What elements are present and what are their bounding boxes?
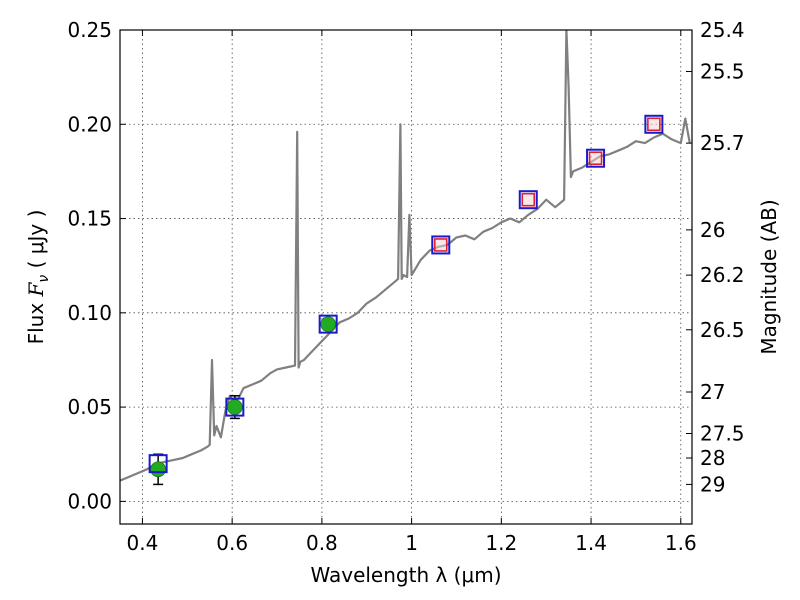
x-tick-label: 0.4: [127, 531, 159, 555]
right-tick-label: 26.5: [700, 318, 745, 342]
right-tick-label: 28: [700, 446, 725, 470]
grid-lines: [120, 29, 692, 524]
model-point: [318, 314, 338, 334]
right-tick-label: 27: [700, 380, 725, 404]
spectrum-line: [120, 30, 691, 482]
x-tick-label: 1.4: [575, 531, 607, 555]
y-axis-title: Flux Fν ( μJy ): [24, 210, 52, 345]
x-axis: 0.4 0.6 0.8 1 1.2 1.4 1.6: [127, 30, 697, 555]
x-tick-label: 1.6: [665, 531, 697, 555]
model-point: [431, 235, 451, 255]
right-tick-label: 26.2: [700, 263, 745, 287]
x-tick-label: 0.6: [216, 531, 248, 555]
right-tick-label: 26: [700, 218, 725, 242]
right-tick-label: 25.5: [700, 59, 745, 83]
red-marker: [588, 151, 603, 166]
red-marker: [521, 192, 536, 207]
right-tick-label: 25.7: [700, 131, 745, 155]
x-tick-label: 1: [405, 531, 418, 555]
model-point: [225, 397, 245, 417]
right-axis-title: Magnitude (AB): [757, 199, 781, 354]
red-marker: [647, 117, 661, 132]
y-tick-label: 0.15: [67, 207, 112, 231]
y-axis: 0.00 0.05 0.10 0.15 0.20 0.25: [67, 18, 126, 513]
y-tick-label: 0.10: [67, 301, 112, 325]
y-tick-label: 0.20: [67, 112, 112, 136]
y-tick-label: 0.25: [67, 18, 112, 42]
right-tick-label: 29: [700, 472, 725, 496]
right-tick-label: 25.4: [700, 18, 745, 42]
plot-frame: [119, 29, 693, 525]
x-tick-label: 1.2: [485, 531, 517, 555]
plot-content: [120, 30, 691, 486]
observed-point: [150, 461, 166, 478]
observed-point: [320, 316, 336, 332]
x-axis-title: Wavelength λ (μm): [310, 563, 501, 587]
model-point: [644, 114, 664, 134]
y-tick-label: 0.00: [67, 489, 112, 513]
red-marker: [433, 238, 448, 252]
observed-point: [227, 399, 243, 415]
right-tick-label: 27.5: [700, 421, 745, 445]
y-tick-label: 0.05: [67, 395, 112, 419]
model-point: [518, 190, 538, 210]
x-tick-label: 0.8: [306, 531, 338, 555]
model-point: [586, 148, 606, 168]
model-point: [148, 454, 168, 474]
